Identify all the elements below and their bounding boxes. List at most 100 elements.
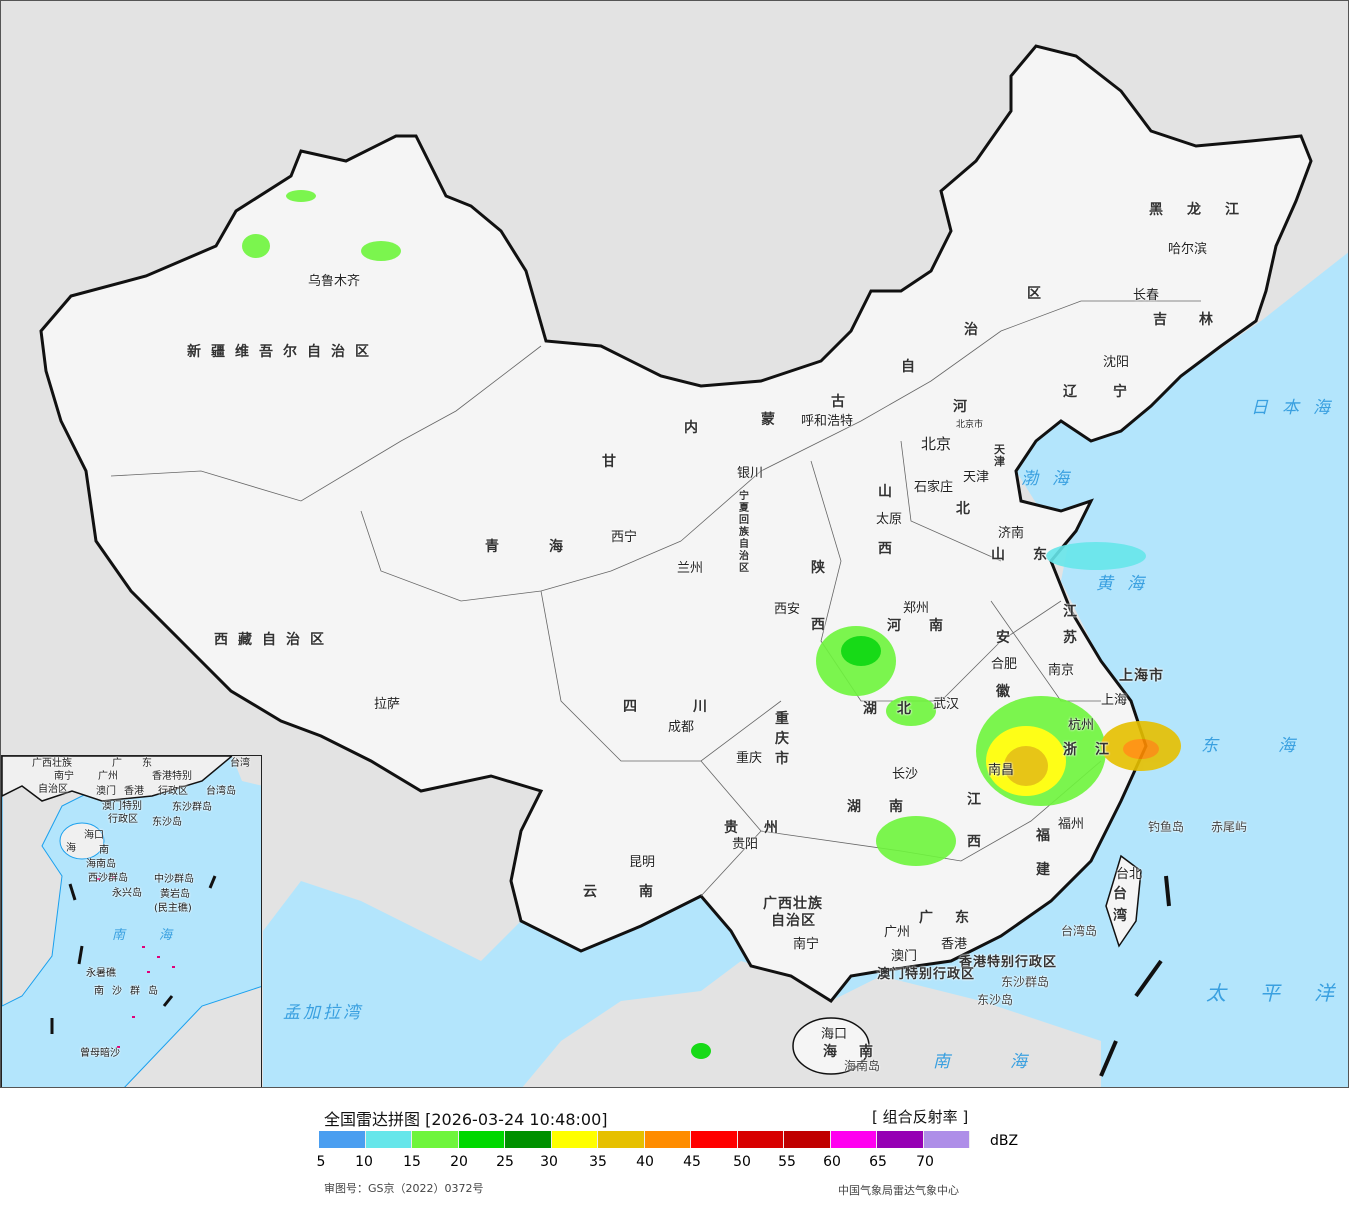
label-hainan: 海南 (823, 1044, 895, 1060)
label-hubei-2: 北 (897, 701, 921, 717)
echo-cyan (1046, 542, 1146, 570)
city-harbin: 哈尔滨 (1168, 242, 1208, 257)
city-fuzhou: 福州 (1058, 817, 1085, 832)
legend-tick: 65 (869, 1154, 887, 1170)
label-shanxi-1: 山 (878, 484, 902, 500)
legend-tick: 70 (916, 1154, 934, 1170)
inset-label: 南沙群岛 (94, 986, 166, 997)
inset-label: 广西壮族 (32, 758, 72, 769)
inset-label: 台湾 (230, 758, 250, 769)
legend-tick: 45 (683, 1154, 701, 1170)
city-hongkong: 香港 (941, 937, 968, 952)
label-gansu: 甘 (602, 454, 626, 470)
label-shanghai-shi: 上海市 (1119, 668, 1164, 684)
radar-echoes (242, 190, 1181, 1059)
inset-label: 永暑礁 (86, 968, 116, 979)
inset-label: 南 (99, 845, 109, 856)
city-shenyang: 沈阳 (1103, 355, 1130, 370)
inset-label: 曾母暗沙 (80, 1048, 120, 1059)
legend-tick: 25 (496, 1154, 514, 1170)
city-lanzhou: 兰州 (677, 561, 704, 576)
city-nanchang: 南昌 (988, 763, 1015, 778)
label-ningxia: 宁夏回族自治区 (739, 491, 749, 574)
label-neimenggu-3: 古 (831, 394, 855, 410)
inset-label: 台湾岛 (206, 786, 236, 797)
legend-tick: 60 (823, 1154, 841, 1170)
island-diaoyu: 钓鱼岛 (1148, 820, 1185, 834)
label-hebei-2: 北 (956, 501, 980, 517)
inset-label: 南 (112, 928, 140, 943)
east-sea (263, 252, 1348, 1087)
echo-green (242, 234, 270, 258)
sea-yellow-sea: 黄海 (1096, 574, 1158, 594)
label-guangdong: 广东 (919, 910, 991, 926)
label-jilin: 吉林 (1153, 312, 1245, 328)
color-bar-swatch (830, 1131, 877, 1148)
label-yunnan: 云南 (583, 884, 695, 900)
color-bar-swatch (319, 1131, 366, 1148)
label-anhui: 安徽 (996, 630, 1010, 700)
city-chengdu: 成都 (668, 720, 695, 735)
color-bar-swatch (412, 1131, 459, 1148)
label-hebei-1: 河 (953, 399, 977, 415)
label-shaanxi-1: 陕 (811, 560, 835, 576)
city-guiyang: 贵阳 (732, 837, 759, 852)
legend-tick: 55 (778, 1154, 796, 1170)
city-guangzhou: 广州 (884, 925, 911, 940)
map-canvas (39, 44, 1348, 1087)
city-xian: 西安 (774, 602, 801, 617)
city-urumqi: 乌鲁木齐 (308, 274, 361, 289)
echo-green (691, 1043, 711, 1059)
color-bar-swatch (505, 1131, 552, 1148)
island-dongsha-islands: 东沙群岛 (1001, 975, 1050, 989)
label-shandong: 山东 (991, 547, 1075, 563)
legend-tick: 10 (355, 1154, 373, 1170)
label-xinjiang: 新疆维吾尔自治区 (187, 344, 379, 360)
legend-tick: 35 (589, 1154, 607, 1170)
echo-green (361, 241, 401, 261)
inset-label: 中沙群岛 (154, 874, 194, 885)
inset-label: 行政区 (158, 786, 188, 797)
sea-sea-of-japan: 日本海 (1251, 398, 1344, 418)
label-qinghai: 青海 (485, 539, 613, 555)
legend-tick: 30 (540, 1154, 558, 1170)
legend-unit: dBZ (990, 1133, 1019, 1149)
sea-pacific: 太平洋 (1206, 981, 1334, 1005)
color-bar-swatch (737, 1131, 784, 1148)
island-chiwei: 赤尾屿 (1211, 820, 1248, 834)
island-taiwan: 台湾岛 (1061, 924, 1098, 938)
label-neimenggu-6: 区 (1027, 286, 1051, 302)
label-hk-sar: 香港特别行政区 (959, 955, 1058, 970)
city-jinan: 济南 (998, 526, 1025, 541)
label-hubei-1: 湖 (863, 701, 887, 717)
color-bar (319, 1131, 970, 1148)
city-tianjin: 天津 (963, 470, 990, 485)
city-changsha: 长沙 (892, 767, 919, 782)
label-tianjin-prov: 天津 (994, 443, 1005, 468)
boundary-dashes (1099, 875, 1171, 1077)
label-hunan: 湖南 (847, 799, 931, 815)
data-source: 中国气象局雷达气象中心 (838, 1184, 959, 1197)
echo-orange (1123, 739, 1159, 759)
inset-label: 永兴岛 (112, 888, 142, 899)
color-bar-swatch (691, 1131, 738, 1148)
label-neimenggu-5: 治 (964, 322, 988, 338)
city-beijing-shi: 北京市 (956, 420, 984, 430)
city-nanjing: 南京 (1048, 663, 1075, 678)
inset-label: 行政区 (108, 814, 138, 825)
echo-green (286, 190, 316, 202)
city-lhasa: 拉萨 (374, 697, 401, 712)
inset-label: 澳门特别 (102, 801, 142, 812)
color-bar-swatch (877, 1131, 924, 1148)
label-neimenggu-2: 蒙 (761, 412, 785, 428)
inset-label: 广州 (98, 771, 118, 782)
echo-gold (1004, 746, 1048, 786)
inset-label: 东 (142, 758, 152, 769)
inset-label: 海 (159, 928, 187, 943)
sea-east-china-sea: 东海 (1201, 736, 1349, 756)
label-xizang: 西藏自治区 (214, 632, 334, 648)
label-shanxi-2: 西 (878, 541, 902, 557)
echo-green (886, 696, 936, 726)
city-taiyuan: 太原 (876, 512, 903, 527)
color-bar-swatch (458, 1131, 505, 1148)
